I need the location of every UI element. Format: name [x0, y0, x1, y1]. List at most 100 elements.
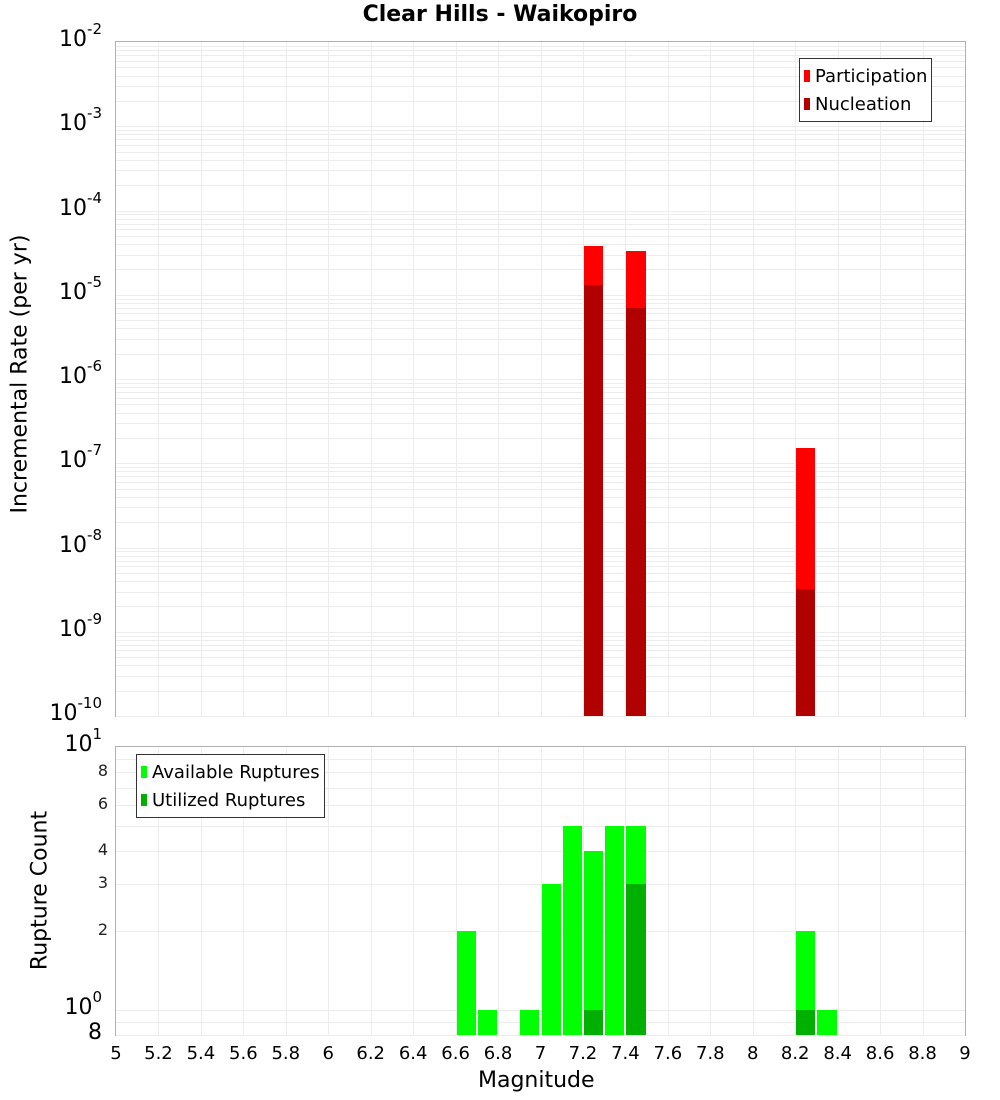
x-tick-label: 9	[959, 1043, 971, 1064]
participation-swatch-icon	[804, 70, 810, 82]
top-plot-area	[115, 41, 966, 717]
grid-line	[880, 42, 882, 716]
grid-line	[328, 42, 330, 716]
y-tick-label: 10-7	[59, 441, 102, 474]
grid-line	[540, 42, 542, 716]
grid-line	[455, 747, 457, 1035]
y-tick-label: 10-5	[59, 272, 102, 305]
grid-line	[116, 1035, 965, 1036]
available-bar	[796, 930, 816, 1035]
grid-line	[498, 42, 500, 716]
available-bar	[477, 1009, 498, 1035]
grid-line	[328, 747, 330, 1035]
nucleation-bar	[796, 589, 816, 716]
available-bar	[605, 826, 625, 1035]
y-tick-label: 10-10	[49, 694, 103, 726]
grid-line	[667, 42, 669, 716]
grid-line	[158, 747, 160, 1035]
y-tick-label: 10-4	[59, 188, 102, 221]
grid-line	[413, 747, 415, 1035]
y-tick-label: 4	[97, 840, 108, 860]
grid-line	[243, 42, 245, 716]
grid-line	[285, 747, 287, 1035]
grid-line	[200, 747, 202, 1035]
available-bar	[456, 930, 476, 1035]
x-tick-label: 7.6	[653, 1043, 683, 1064]
x-tick-label: 8.2	[780, 1043, 810, 1064]
x-tick-label: 7.4	[611, 1043, 640, 1064]
y-tick-label: 2	[97, 919, 108, 939]
grid-line	[795, 747, 797, 1035]
grid-line	[625, 42, 627, 716]
bottom-y-axis-label: Rupture Count	[27, 810, 53, 971]
grid-line	[116, 716, 965, 717]
y-tick-label: 6	[97, 794, 108, 814]
grid-line	[285, 42, 287, 716]
grid-line	[625, 747, 627, 1035]
x-tick-label: 8.8	[908, 1043, 937, 1064]
legend-participation: Participation	[804, 62, 927, 90]
grid-line	[752, 747, 754, 1035]
x-tick-label: 8.6	[865, 1043, 895, 1064]
x-tick-label: 5.2	[144, 1043, 173, 1064]
y-tick-label: 101	[64, 725, 102, 757]
y-tick-label: 3	[97, 873, 108, 893]
x-tick-label: 6.6	[441, 1043, 470, 1064]
available-bar	[583, 851, 604, 1035]
nucleation-bar	[583, 285, 604, 716]
y-tick-label: 8	[97, 761, 108, 781]
grid-line	[752, 42, 754, 716]
grid-line	[922, 42, 924, 716]
grid-line	[455, 42, 457, 716]
grid-line	[413, 42, 415, 716]
grid-line	[880, 747, 882, 1035]
top-legend: Participation Nucleation	[799, 58, 933, 122]
utilized-bar	[796, 1009, 816, 1035]
x-tick-label: 6.4	[398, 1043, 428, 1064]
x-tick-label: 7.2	[568, 1043, 598, 1064]
grid-line	[498, 747, 500, 1035]
grid-line	[922, 747, 924, 1035]
y-tick-label: 10-2	[59, 20, 102, 52]
x-tick-label: 8	[747, 1043, 759, 1064]
x-tick-label: 6.2	[356, 1043, 386, 1064]
available-bar	[817, 1009, 837, 1035]
grid-line	[582, 42, 584, 716]
grid-line	[540, 747, 542, 1035]
x-tick-label: 5.8	[271, 1043, 301, 1064]
grid-line	[158, 42, 160, 716]
y-tick-label: 100	[64, 987, 102, 1020]
available-swatch-icon	[141, 766, 147, 778]
utilized-bar	[626, 884, 646, 1035]
grid-line	[667, 747, 669, 1035]
legend-nucleation: Nucleation	[804, 90, 927, 118]
grid-line	[370, 747, 372, 1035]
x-tick-label: 5.6	[229, 1043, 258, 1064]
grid-line	[837, 42, 839, 716]
x-tick-label: 8.4	[823, 1043, 852, 1064]
grid-line	[710, 747, 712, 1035]
y-tick-label: 10-6	[59, 357, 102, 389]
grid-line	[370, 42, 372, 716]
bottom-legend: Available Ruptures Utilized Ruptures	[136, 754, 325, 818]
x-axis-label: Magnitude	[478, 1068, 595, 1093]
grid-line	[795, 42, 797, 716]
available-bar	[562, 826, 582, 1035]
legend-utilized: Utilized Ruptures	[141, 786, 320, 814]
x-tick-label: 7.8	[695, 1043, 725, 1064]
x-tick-label: 6	[322, 1043, 334, 1064]
legend-available: Available Ruptures	[141, 758, 320, 786]
x-tick-label: 6.8	[483, 1043, 513, 1064]
utilized-swatch-icon	[141, 794, 147, 806]
grid-line	[710, 42, 712, 716]
chart-title: Clear Hills - Waikopiro	[362, 2, 638, 27]
utilized-bar	[583, 1009, 604, 1035]
grid-line	[200, 42, 202, 716]
available-bar	[541, 884, 561, 1035]
grid-line	[837, 747, 839, 1035]
x-tick-label: 5	[110, 1043, 122, 1064]
x-tick-label: 7	[534, 1043, 547, 1064]
y-tick-label: 10-9	[59, 609, 102, 642]
y-tick-label: 8	[88, 1020, 102, 1045]
nucleation-bar	[626, 307, 646, 716]
